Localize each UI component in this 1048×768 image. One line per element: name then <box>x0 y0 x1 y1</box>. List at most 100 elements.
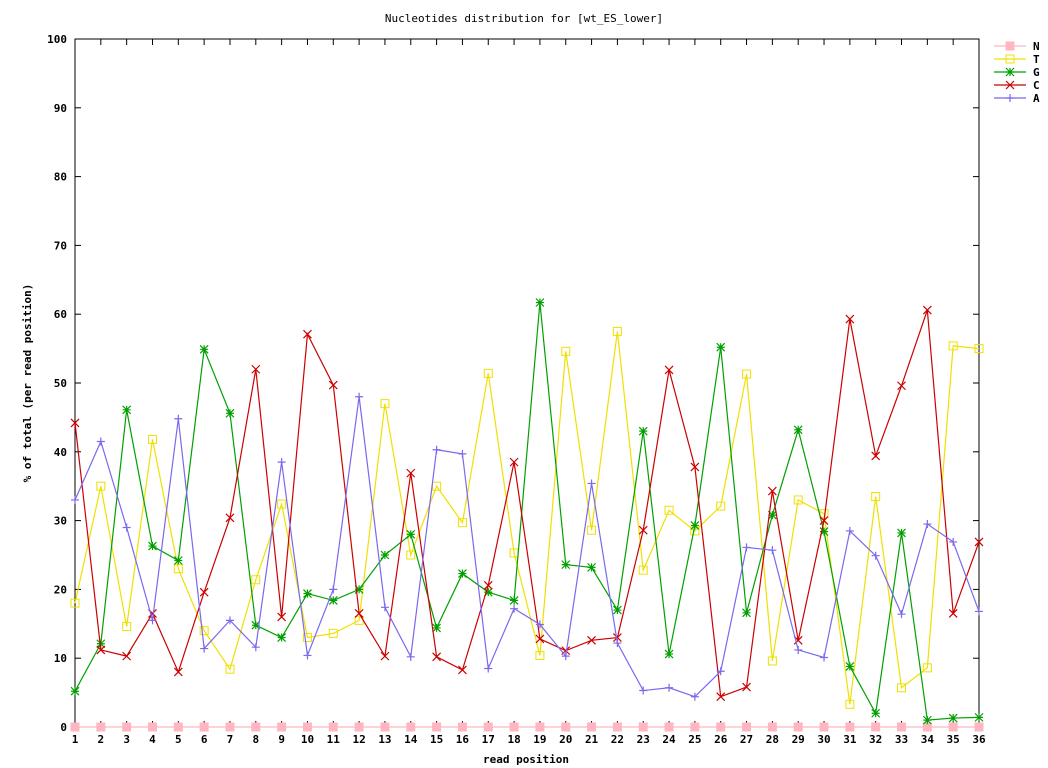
data-point-G <box>96 639 106 649</box>
series-N <box>70 722 984 732</box>
data-point-N <box>716 722 726 732</box>
data-point-A <box>277 458 286 467</box>
data-point-A <box>897 610 906 619</box>
y-tick-label: 30 <box>54 515 67 528</box>
data-point-C <box>199 587 209 597</box>
data-point-A <box>794 645 803 654</box>
data-point-G <box>948 713 958 723</box>
y-axis-label: % of total (per read position) <box>21 284 34 483</box>
data-point-A <box>200 644 209 653</box>
data-point-T <box>638 565 648 575</box>
data-point-N <box>225 722 235 732</box>
data-point-C <box>819 516 829 526</box>
data-point-N <box>328 722 338 732</box>
chart-title: Nucleotides distribution for [wt_ES_lowe… <box>385 12 663 25</box>
x-tick-label: 36 <box>972 733 986 746</box>
data-point-G <box>742 608 751 618</box>
data-point-T <box>716 501 726 511</box>
series-line-C <box>74 309 980 698</box>
data-point-G <box>225 408 235 418</box>
data-point-T <box>948 341 958 351</box>
data-point-C <box>897 381 906 391</box>
data-point-A <box>561 652 570 661</box>
data-point-N <box>535 722 545 732</box>
y-tick-label: 40 <box>54 446 67 459</box>
data-point-A <box>639 686 648 695</box>
data-point-G <box>897 528 906 538</box>
data-point-T <box>406 550 416 560</box>
x-tick-label: 33 <box>895 733 908 746</box>
data-point-G <box>458 569 467 579</box>
data-point-T <box>147 434 157 444</box>
data-point-N <box>638 722 648 732</box>
data-point-A <box>535 620 544 629</box>
data-point-G <box>354 584 364 594</box>
data-point-A <box>71 495 79 504</box>
legend-label-C: C <box>1033 79 1040 92</box>
plot-border <box>74 38 980 728</box>
data-point-G <box>793 425 803 435</box>
data-point-T <box>122 622 132 632</box>
data-point-A <box>742 543 751 552</box>
x-tick-label: 25 <box>688 733 701 746</box>
x-tick-label: 13 <box>378 733 391 746</box>
data-point-G <box>277 633 287 642</box>
data-point-N <box>871 722 881 732</box>
data-point-C <box>354 609 364 618</box>
data-point-N <box>96 722 106 732</box>
data-point-N <box>173 722 183 732</box>
data-point-A <box>251 643 260 652</box>
x-tick-label: 30 <box>817 733 830 746</box>
y-tick-label: 0 <box>60 721 67 734</box>
data-point-T <box>251 575 261 585</box>
y-tick-label: 50 <box>54 377 67 390</box>
data-point-T <box>70 598 80 608</box>
data-point-C <box>251 364 261 374</box>
data-point-G <box>122 405 132 415</box>
data-point-G <box>716 342 726 352</box>
data-point-C <box>277 612 287 622</box>
data-point-N <box>561 722 571 732</box>
x-tick-label: 23 <box>637 733 650 746</box>
legend-label-N: N <box>1033 40 1040 53</box>
data-point-G <box>432 623 442 633</box>
data-point-A <box>148 616 157 625</box>
data-point-A <box>845 526 854 535</box>
x-tick-label: 32 <box>869 733 882 746</box>
data-point-C <box>742 682 751 692</box>
data-point-G <box>767 510 777 520</box>
data-point-G <box>173 556 183 565</box>
data-point-G <box>199 344 209 354</box>
data-point-T <box>871 492 881 502</box>
x-tick-label: 21 <box>585 733 599 746</box>
data-point-C <box>587 635 596 645</box>
data-point-T <box>457 518 467 528</box>
data-point-N <box>948 722 958 732</box>
data-point-G <box>483 587 493 597</box>
data-point-G <box>380 550 390 560</box>
data-point-G <box>406 529 416 539</box>
data-point-C <box>664 365 674 375</box>
series-line-T <box>74 331 980 705</box>
legend-marker-N <box>1005 41 1015 51</box>
data-point-A <box>96 437 105 446</box>
data-point-C <box>458 665 467 675</box>
data-point-N <box>122 722 132 732</box>
data-point-C <box>96 645 106 655</box>
data-point-C <box>535 634 545 644</box>
data-point-G <box>819 527 829 537</box>
x-tick-label: 7 <box>227 733 234 746</box>
legend-label-G: G <box>1033 66 1040 79</box>
data-point-C <box>845 314 855 324</box>
data-point-T <box>742 369 752 379</box>
data-point-A <box>458 449 467 458</box>
data-point-T <box>302 633 312 643</box>
data-point-G <box>561 560 571 570</box>
legend-marker-C <box>1005 80 1015 90</box>
x-tick-label: 18 <box>507 733 520 746</box>
data-point-C <box>948 609 958 618</box>
data-point-N <box>922 722 932 732</box>
data-point-C <box>612 633 622 642</box>
data-point-G <box>845 662 855 671</box>
data-point-A <box>665 683 674 692</box>
